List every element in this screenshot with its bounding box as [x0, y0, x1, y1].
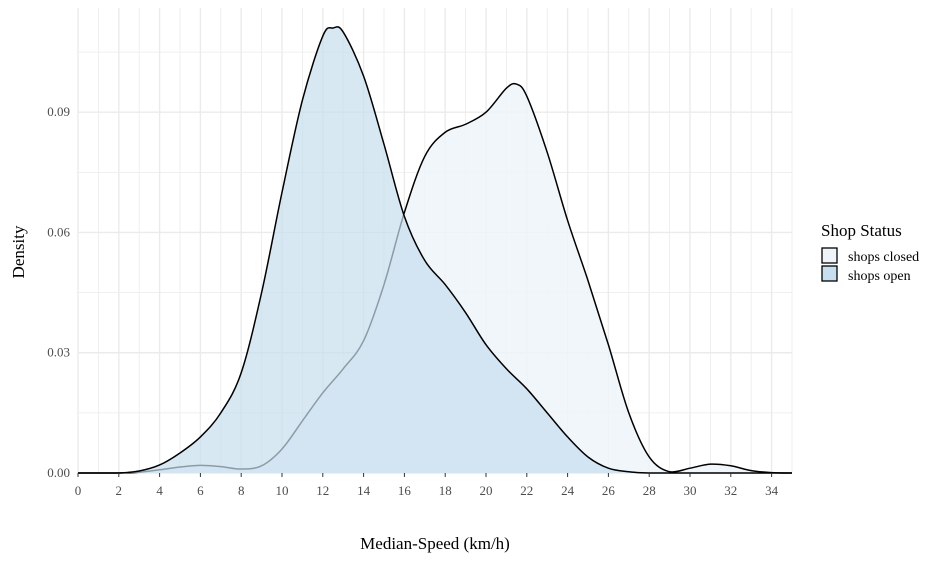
x-tick-label: 0	[75, 483, 82, 498]
x-tick-label: 10	[276, 483, 289, 498]
legend: Shop Status shops closed shops open	[821, 221, 919, 284]
density-line-shops-open	[78, 26, 792, 474]
x-tick-label: 16	[398, 483, 412, 498]
legend-label-shops-closed: shops closed	[848, 250, 919, 265]
x-tick-label: 24	[561, 483, 575, 498]
y-tick-label: 0.00	[47, 465, 70, 480]
x-tick-label: 34	[765, 483, 779, 498]
legend-label-shops-open: shops open	[848, 269, 911, 284]
y-tick-label: 0.09	[47, 104, 70, 119]
x-axis-ticks: 0 2 4 6 8 10 12 14 16 18 20 22 24 26 28 30 32 34	[75, 473, 779, 498]
x-tick-label: 18	[439, 483, 452, 498]
legend-title: Shop Status	[821, 221, 902, 240]
x-tick-label: 14	[357, 483, 371, 498]
x-axis-title: Median-Speed (km/h)	[360, 534, 510, 553]
y-axis-title: Density	[9, 225, 28, 278]
legend-swatch-shops-open	[821, 265, 838, 282]
x-tick-label: 12	[316, 483, 329, 498]
x-tick-label: 30	[684, 483, 697, 498]
y-tick-label: 0.06	[47, 224, 70, 239]
legend-swatch-shops-closed	[821, 247, 838, 264]
x-tick-label: 32	[724, 483, 737, 498]
x-tick-label: 8	[238, 483, 245, 498]
density-area-shops-open	[78, 26, 792, 474]
x-tick-label: 20	[480, 483, 493, 498]
y-axis-ticks: 0.00 0.03 0.06 0.09	[47, 104, 70, 480]
x-tick-label: 6	[197, 483, 204, 498]
y-tick-label: 0.03	[47, 345, 70, 360]
x-tick-label: 4	[156, 483, 163, 498]
x-tick-label: 2	[116, 483, 123, 498]
x-tick-label: 22	[520, 483, 533, 498]
x-tick-label: 28	[643, 483, 656, 498]
density-areas	[78, 26, 793, 474]
x-tick-label: 26	[602, 483, 616, 498]
